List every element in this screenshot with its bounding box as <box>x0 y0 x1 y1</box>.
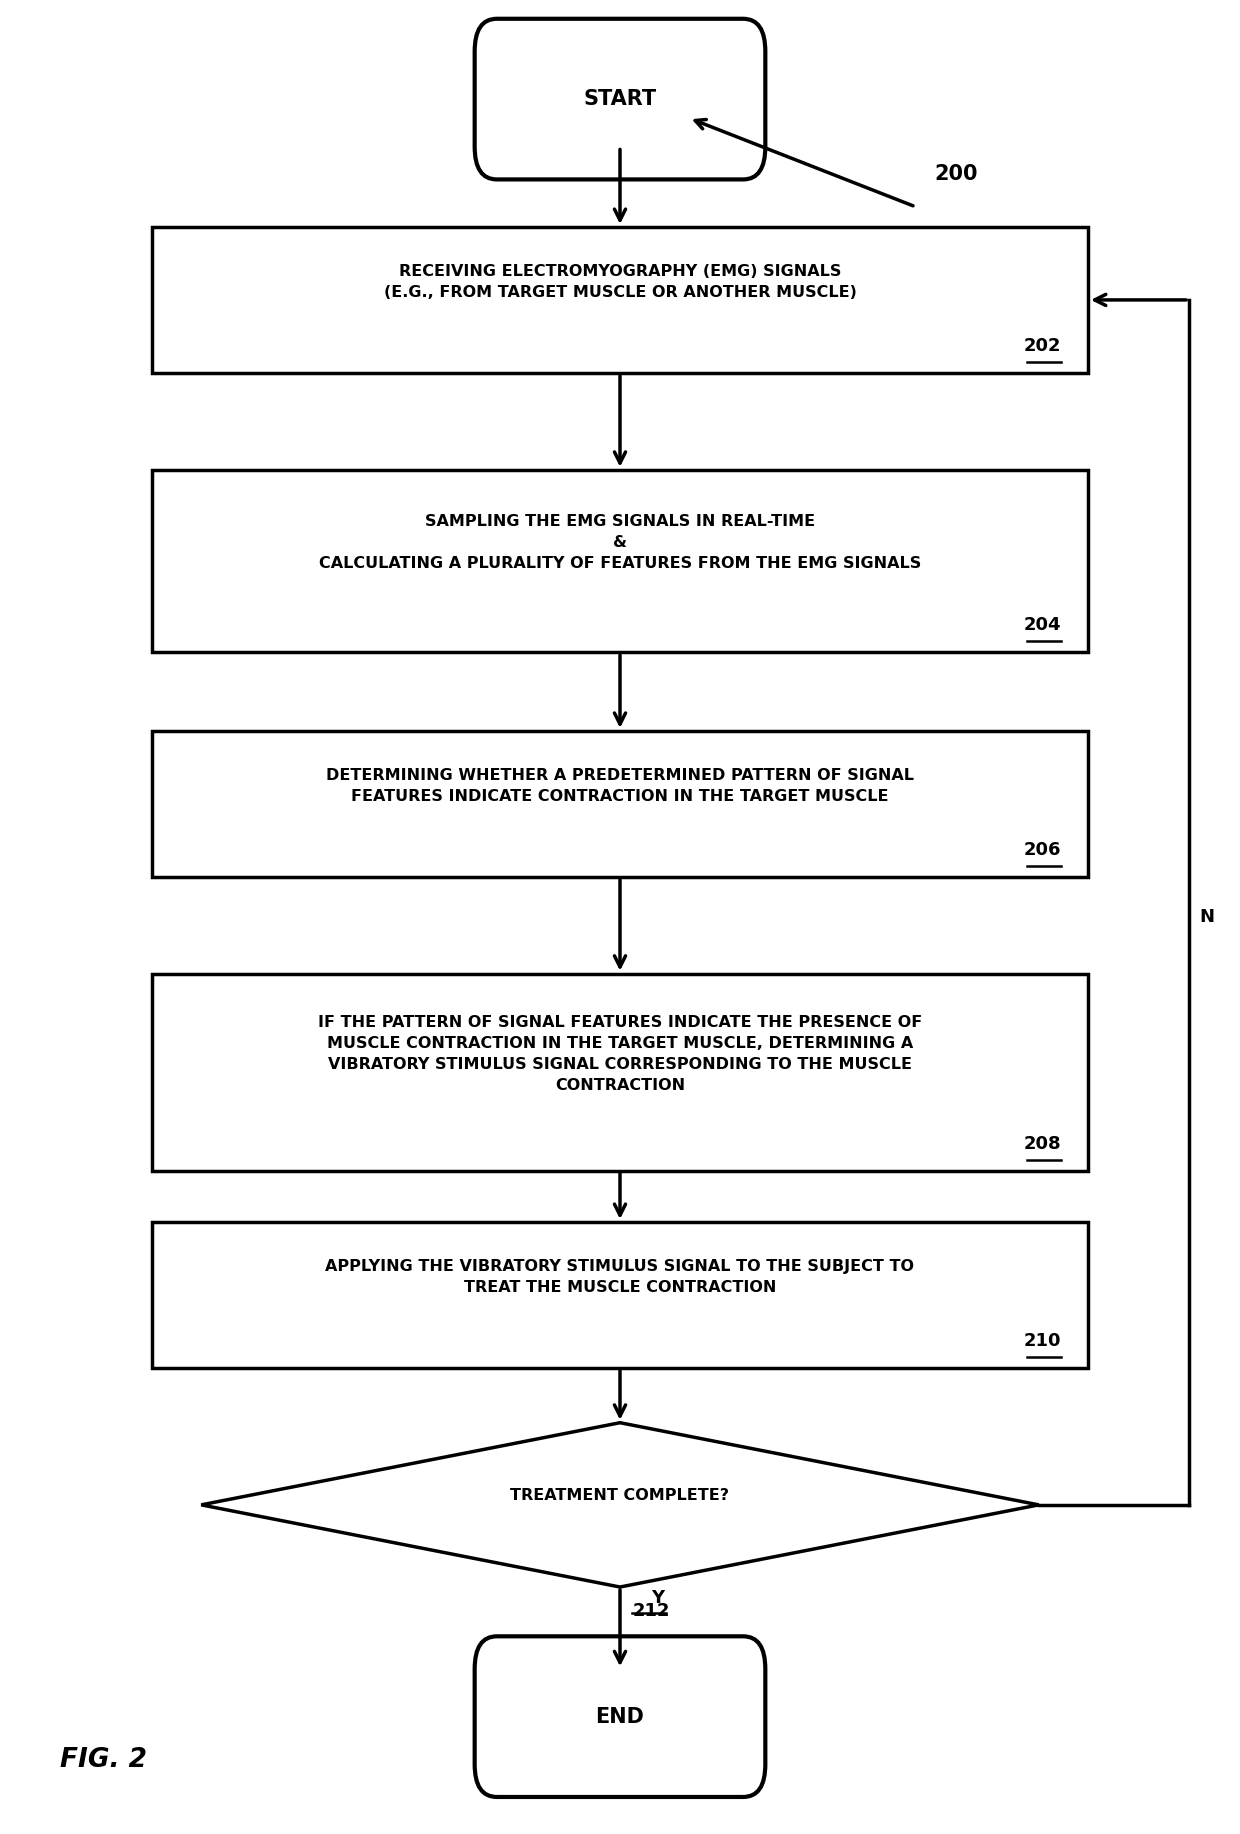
Text: Y: Y <box>651 1588 663 1607</box>
Bar <box>153 730 1087 877</box>
Text: DETERMINING WHETHER A PREDETERMINED PATTERN OF SIGNAL
FEATURES INDICATE CONTRACT: DETERMINING WHETHER A PREDETERMINED PATT… <box>326 768 914 803</box>
Text: TREATMENT COMPLETE?: TREATMENT COMPLETE? <box>511 1487 729 1504</box>
Text: SAMPLING THE EMG SIGNALS IN REAL-TIME
&
CALCULATING A PLURALITY OF FEATURES FROM: SAMPLING THE EMG SIGNALS IN REAL-TIME & … <box>319 514 921 570</box>
Text: START: START <box>584 90 656 108</box>
Polygon shape <box>201 1423 1039 1586</box>
Text: 208: 208 <box>1023 1135 1061 1152</box>
Text: IF THE PATTERN OF SIGNAL FEATURES INDICATE THE PRESENCE OF
MUSCLE CONTRACTION IN: IF THE PATTERN OF SIGNAL FEATURES INDICA… <box>317 1014 923 1093</box>
Text: END: END <box>595 1707 645 1726</box>
Bar <box>153 470 1087 653</box>
Text: 204: 204 <box>1023 616 1061 635</box>
Bar <box>153 974 1087 1170</box>
Text: APPLYING THE VIBRATORY STIMULUS SIGNAL TO THE SUBJECT TO
TREAT THE MUSCLE CONTRA: APPLYING THE VIBRATORY STIMULUS SIGNAL T… <box>325 1258 914 1295</box>
Text: RECEIVING ELECTROMYOGRAPHY (EMG) SIGNALS
(E.G., FROM TARGET MUSCLE OR ANOTHER MU: RECEIVING ELECTROMYOGRAPHY (EMG) SIGNALS… <box>383 264 857 299</box>
Text: 212: 212 <box>632 1601 670 1619</box>
Text: 206: 206 <box>1023 840 1061 858</box>
FancyBboxPatch shape <box>475 1636 765 1797</box>
FancyBboxPatch shape <box>475 18 765 180</box>
Text: N: N <box>1199 908 1214 926</box>
Text: 202: 202 <box>1023 337 1061 354</box>
Text: FIG. 2: FIG. 2 <box>60 1748 146 1773</box>
Text: 210: 210 <box>1023 1331 1061 1350</box>
Bar <box>153 227 1087 372</box>
Bar <box>153 1221 1087 1368</box>
Text: 200: 200 <box>934 163 977 183</box>
